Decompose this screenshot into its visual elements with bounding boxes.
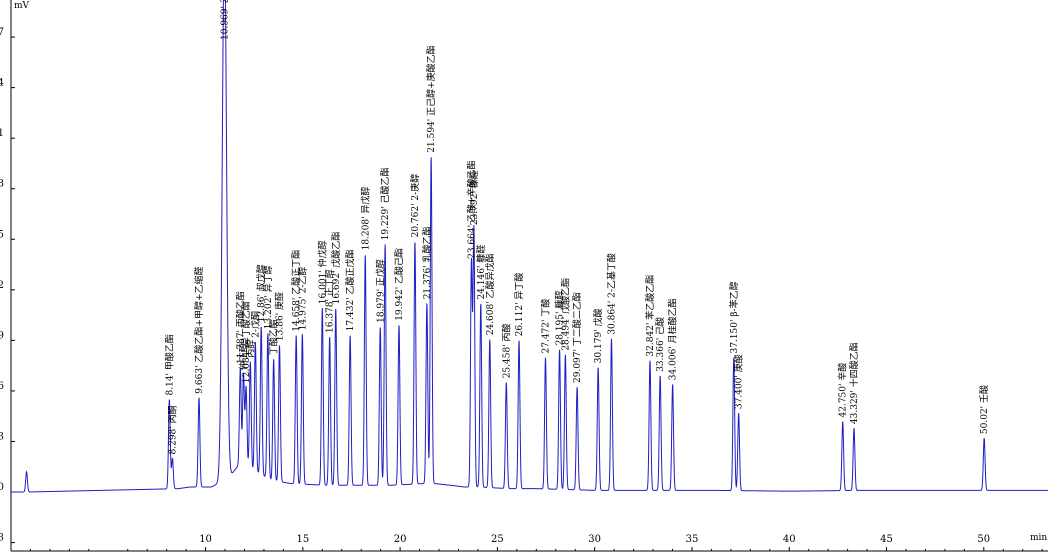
- peak-label: 仲丁醇: [238, 343, 250, 370]
- y-tick-label: 12: [0, 280, 4, 291]
- peak-label: 14.975' 2-乙醇: [296, 267, 308, 331]
- x-tick-label: 50: [977, 534, 990, 545]
- peak-label: 19.229' 己酸乙酯: [380, 167, 391, 240]
- peak-label: 19.942' 乙酸己酯: [394, 248, 405, 321]
- peak-labels: 8.14' 甲酸乙酯 8.298' 丙酮 9.663' 乙酸乙酯+甲醇+乙缩醛 10.…: [164, 0, 990, 455]
- peak-label: 50.02' 壬酸: [979, 385, 990, 434]
- peak-label: 42.750' 辛酸: [837, 363, 849, 418]
- peak-label: 12.084' 异丁酸乙酯: [241, 301, 252, 383]
- x-tick-label: 20: [394, 534, 407, 545]
- y-tick-label: 21: [0, 128, 4, 139]
- chart-axes: [10, 0, 1048, 552]
- peak-label: 27.472' 丁酸: [541, 299, 552, 354]
- y-tick-label: 27: [0, 27, 4, 38]
- peak-label: 37.400' 庚酸: [733, 354, 745, 409]
- peak-label: 13.86' 庚醛: [274, 292, 286, 341]
- peak-label: 18.979' 正戊醇: [374, 259, 386, 323]
- peak-label: 18.208' 异戊醇: [359, 187, 371, 251]
- y-axis-unit-label: mV: [14, 1, 30, 11]
- peak-label: 24.146' 糠醛: [475, 245, 487, 300]
- peak-label: 17.432' 乙酸正戊酯: [344, 249, 356, 331]
- y-tick-label: 0: [0, 482, 4, 493]
- peak-label: 26.112' 异丁酸: [514, 273, 525, 337]
- peak-label: 28.494' 戊酸乙酯: [559, 278, 571, 351]
- y-tick-label: 18: [0, 179, 4, 190]
- x-tick-label: 40: [783, 534, 796, 545]
- peak-label: 20.762' 2-庚醇: [409, 174, 421, 238]
- peak-label: 21.594' 正己醇+庚酸乙酯: [425, 45, 437, 152]
- x-tick-label: 30: [588, 534, 601, 545]
- peak-label: 43.329' 十四酸乙酯: [848, 342, 860, 424]
- peak-label: 30.179' 戊酸: [592, 308, 604, 363]
- peak-label: 16.692' 戊酸乙酯: [330, 232, 342, 305]
- peak-label: 29.097' 丁二酸二乙酯: [572, 292, 583, 383]
- peak-label: 32.842' 苯乙酸乙酯: [644, 275, 656, 357]
- y-tick-label: 15: [0, 229, 4, 240]
- peak-label: 34.006' 月桂酸乙酯: [667, 298, 679, 380]
- peak-label: 25.458' 丙酸: [501, 323, 512, 378]
- x-tick-label: 45: [880, 534, 893, 545]
- y-tick-label: 6: [0, 381, 4, 392]
- peak-label: 24.608' 乙酸异戊酯: [484, 253, 496, 335]
- peak-label: 2-戊酮: [249, 311, 261, 338]
- y-tick-label: 3: [0, 431, 4, 442]
- x-axis-unit-label: min: [1030, 533, 1047, 543]
- peak-label: 30.864' 2-乙基丁酸: [606, 253, 618, 335]
- peak-label: 12.86' 叔戊醇: [255, 264, 267, 322]
- peak-label: 21.376' 乳酸乙酯: [421, 226, 433, 299]
- peak-label: 13.202' 异丁醇: [262, 265, 274, 329]
- peak-label: 8.298' 丙酮: [167, 405, 178, 454]
- peak-label: 丁酸乙酯: [269, 319, 280, 355]
- x-tick-label: 25: [491, 534, 504, 545]
- peak-label: 28.195' 糠醇: [554, 291, 566, 346]
- x-tick-label: 35: [686, 534, 699, 545]
- peak-label: 16.378' 正丁醇: [324, 269, 336, 333]
- peak-label: 23.664' 乙酸+辛酸乙酯: [465, 161, 477, 259]
- chart-ticks: -3 0 3 6 9 12 15 18 21 24 27 10 15 20 25 30 35 40 45 50: [0, 27, 1043, 551]
- peak-label: 丙醇: [244, 340, 256, 358]
- y-tick-label: 9: [0, 330, 4, 341]
- peak-label: 8.14' 甲酸乙酯: [164, 334, 175, 395]
- y-tick-label: -3: [0, 533, 4, 544]
- peak-label: 23.792' 糠醛: [468, 170, 480, 225]
- peak-label: 37.150' β-苯乙醇: [728, 281, 740, 353]
- y-tick-label: 24: [0, 78, 4, 89]
- peak-label: 33.366' 己酸: [655, 317, 666, 372]
- peak-label: 14.658' 乙酸正丁酯: [291, 250, 302, 332]
- chromatogram-signal-line: [11, 0, 1048, 493]
- peak-label: 10.969' 乙醇: [218, 0, 230, 40]
- peak-label: 16.001' 仲戊醇: [316, 240, 328, 304]
- x-tick-label: 15: [296, 534, 309, 545]
- x-tick-label: 10: [199, 534, 212, 545]
- peak-label: 9.663' 乙酸乙酯+甲醇+乙缩醛: [193, 267, 205, 394]
- peak-label: 11.787' 丙酸乙酯: [235, 291, 246, 364]
